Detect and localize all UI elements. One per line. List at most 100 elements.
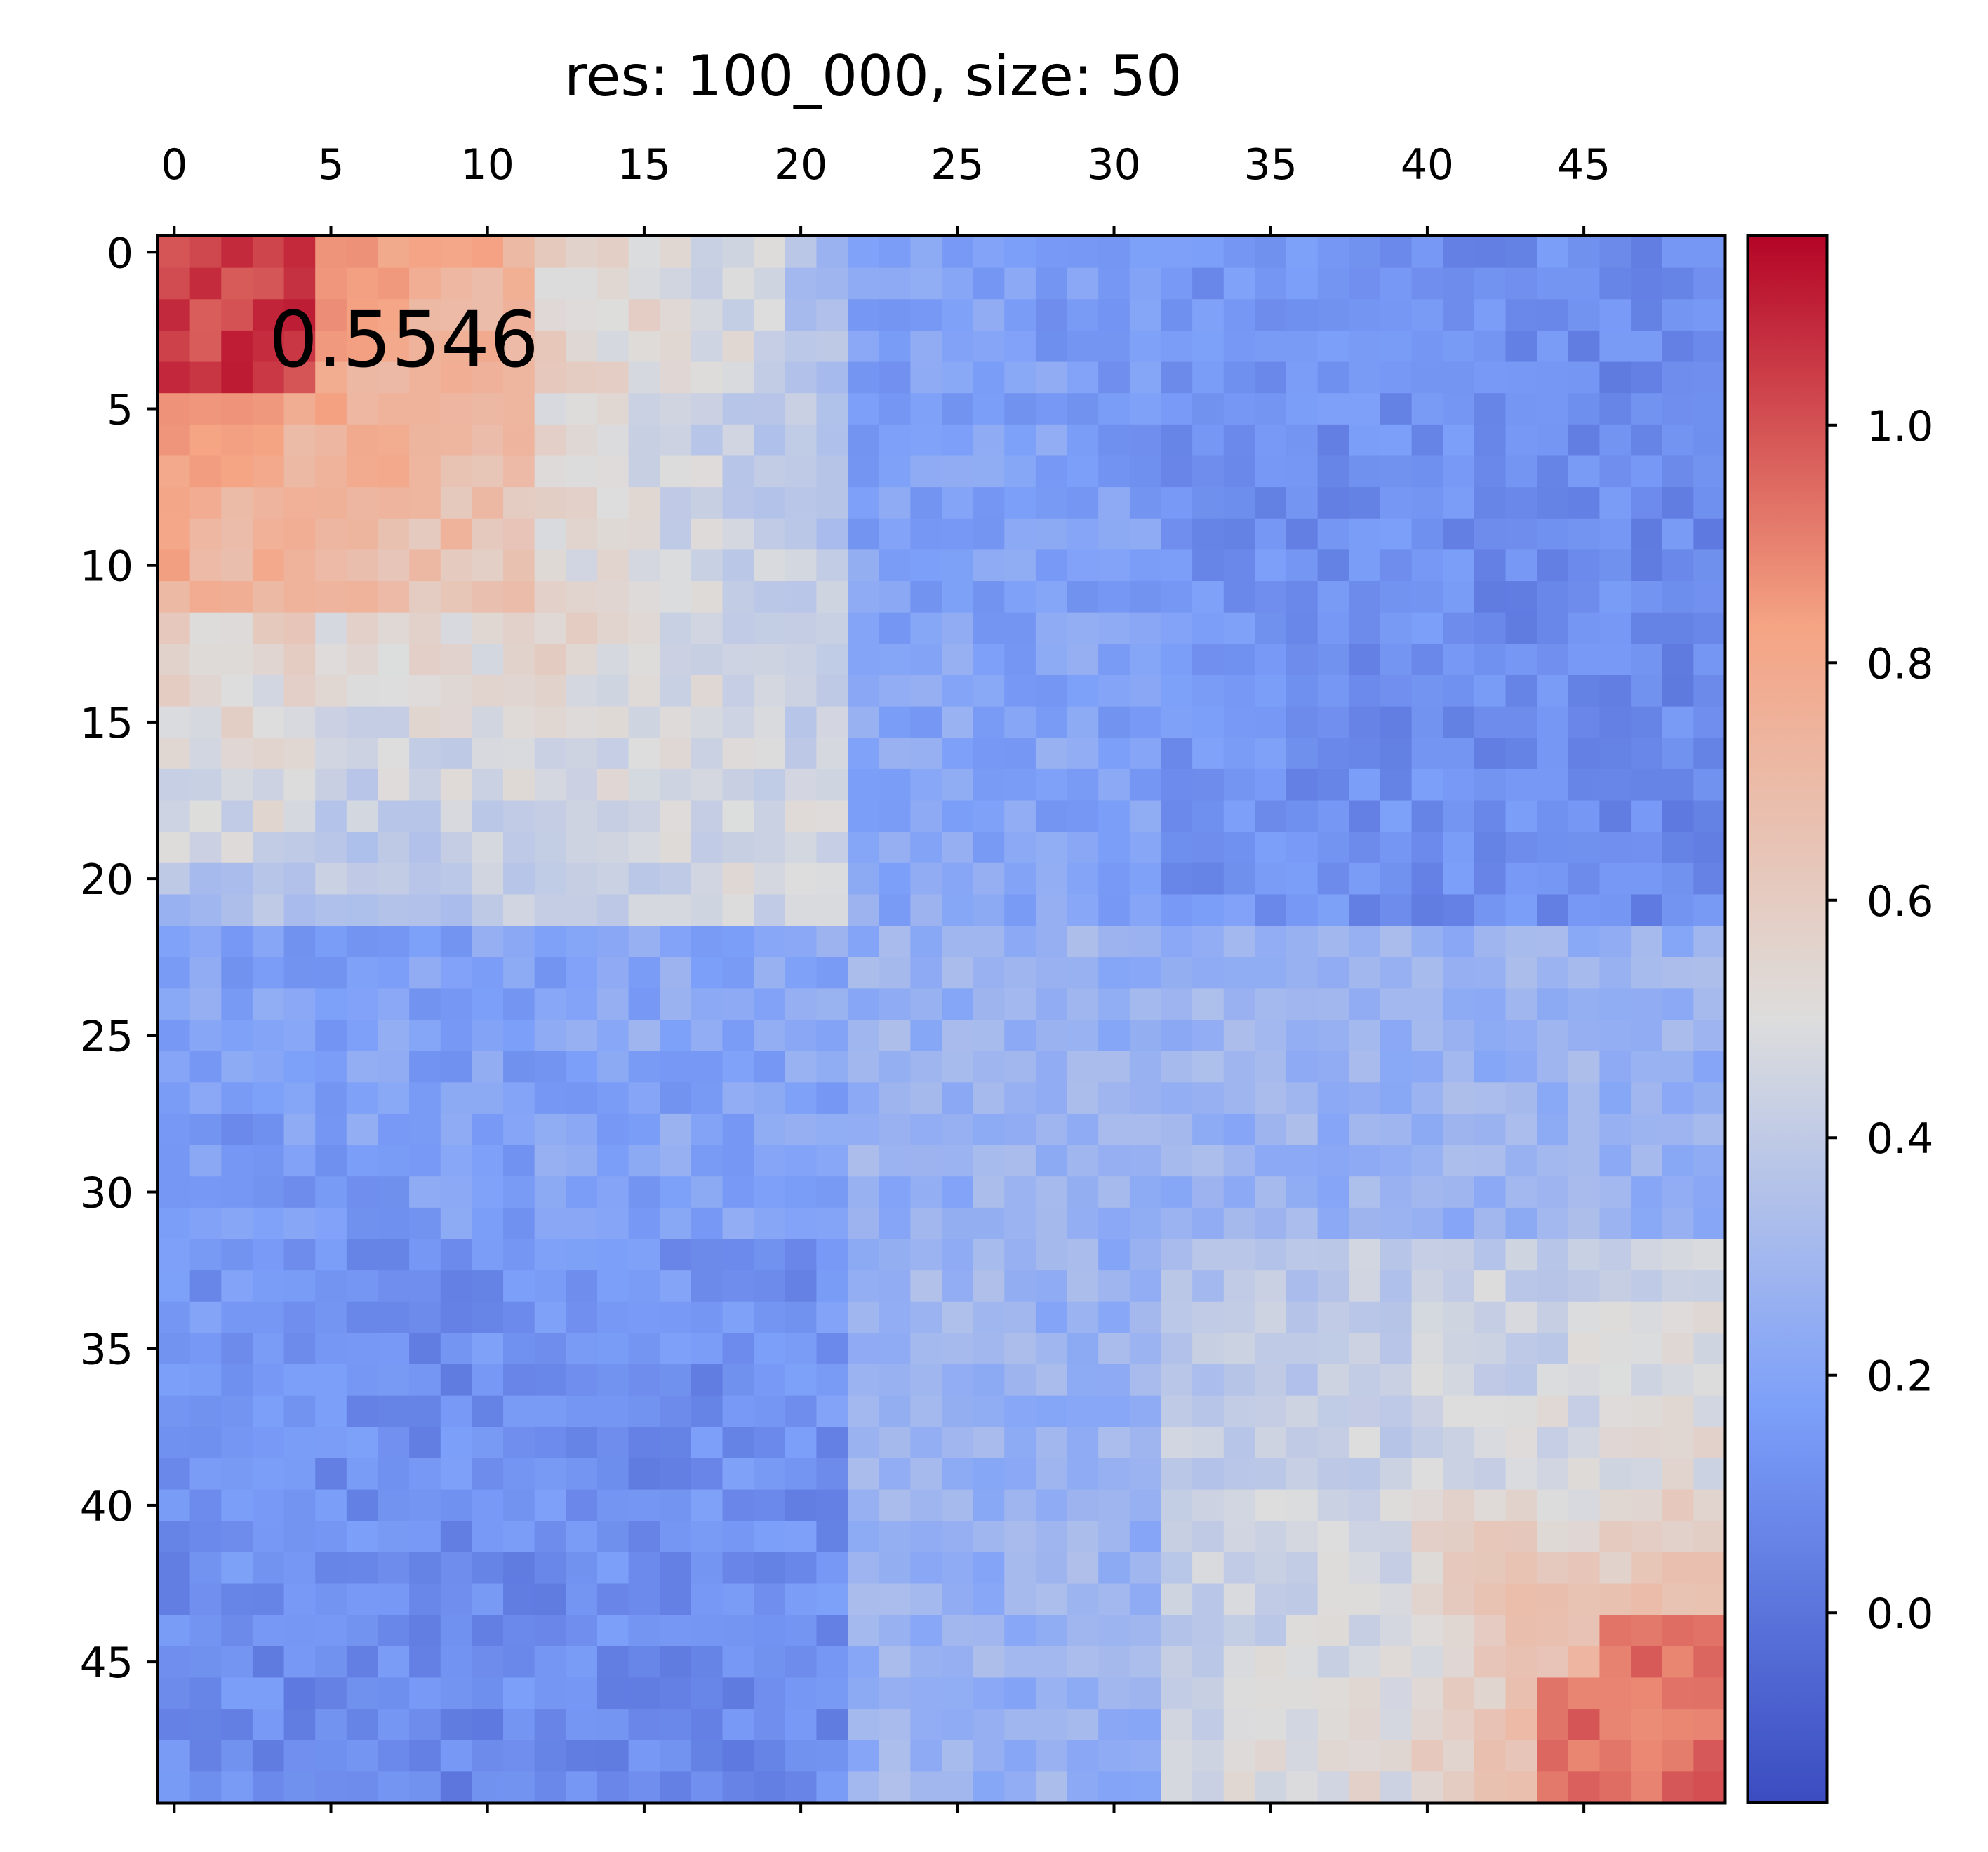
heatmap-cell (1129, 1521, 1162, 1553)
heatmap-cell (1537, 612, 1569, 644)
heatmap-cell (910, 706, 942, 738)
heatmap-cell (1411, 988, 1443, 1020)
heatmap-cell (1443, 393, 1475, 425)
heatmap-cell (596, 800, 629, 832)
heatmap-cell (1662, 1677, 1694, 1710)
heatmap-cell (1004, 1020, 1036, 1052)
heatmap-cell (472, 926, 504, 958)
heatmap-cell (1662, 706, 1694, 738)
heatmap-cell (1098, 957, 1130, 989)
heatmap-cell (189, 768, 222, 801)
heatmap-cell (1537, 455, 1569, 488)
heatmap-cell (346, 487, 379, 519)
heatmap-cell (315, 1740, 347, 1772)
heatmap-cell (660, 518, 692, 550)
heatmap-cell (1349, 1239, 1381, 1271)
heatmap-cell (879, 1239, 911, 1271)
heatmap-cell (1599, 1583, 1632, 1615)
heatmap-cell (315, 674, 347, 707)
heatmap-cell (1443, 1740, 1475, 1772)
heatmap-cell (1161, 299, 1193, 331)
heatmap-cell (189, 612, 222, 644)
heatmap-cell (816, 487, 848, 519)
heatmap-cell (1129, 957, 1162, 989)
heatmap-cell (1474, 1771, 1507, 1804)
heatmap-cell (378, 1207, 410, 1240)
heatmap-cell (221, 800, 253, 832)
heatmap-cell (1098, 1333, 1130, 1365)
heatmap-cell (879, 1458, 911, 1491)
heatmap-cell (973, 988, 1005, 1020)
heatmap-cell (722, 1207, 754, 1240)
heatmap-cell (1537, 518, 1569, 550)
heatmap-cell (785, 455, 818, 488)
heatmap-cell (879, 487, 911, 519)
heatmap-cell (1317, 800, 1349, 832)
heatmap-cell (1067, 1333, 1099, 1365)
heatmap-cell (691, 706, 723, 738)
heatmap-cell (1380, 1677, 1413, 1710)
heatmap-cell (1537, 957, 1569, 989)
heatmap-cell (691, 1427, 723, 1459)
heatmap-cell (221, 926, 253, 958)
heatmap-cell (503, 926, 535, 958)
heatmap-cell (221, 1051, 253, 1083)
heatmap-cell (942, 1677, 974, 1710)
heatmap-cell (472, 1082, 504, 1114)
heatmap-cell (378, 1239, 410, 1271)
heatmap-cell (1631, 1020, 1663, 1052)
heatmap-cell (1537, 674, 1569, 707)
heatmap-cell (1255, 237, 1287, 269)
heatmap-cell (1505, 1364, 1537, 1397)
heatmap-cell (1098, 424, 1130, 457)
heatmap-cell (722, 330, 754, 363)
heatmap-cell (189, 1521, 222, 1553)
heatmap-cell (973, 1176, 1005, 1208)
heatmap-cell (252, 299, 285, 331)
heatmap-cell (1161, 1427, 1193, 1459)
heatmap-cell (1505, 455, 1537, 488)
heatmap-cell (1161, 862, 1193, 895)
heatmap-cell (1255, 299, 1287, 331)
heatmap-cell (1192, 644, 1225, 676)
heatmap-cell (1004, 299, 1036, 331)
heatmap-cell (1662, 894, 1694, 926)
heatmap-cell (1443, 768, 1475, 801)
heatmap-cell (848, 1395, 880, 1427)
heatmap-cell (283, 1051, 316, 1083)
heatmap-cell (534, 738, 566, 770)
heatmap-cell (848, 1427, 880, 1459)
heatmap-cell (1161, 768, 1193, 801)
heatmap-cell (722, 1395, 754, 1427)
heatmap-cell (1474, 424, 1507, 457)
heatmap-cell (660, 455, 692, 488)
heatmap-cell (1161, 1051, 1193, 1083)
heatmap-cell (816, 612, 848, 644)
heatmap-cell (566, 299, 598, 331)
heatmap-cell (910, 1427, 942, 1459)
heatmap-cell (973, 706, 1005, 738)
heatmap-cell (346, 1207, 379, 1240)
heatmap-cell (1693, 1552, 1726, 1585)
heatmap-cell (1505, 862, 1537, 895)
heatmap-cell (660, 1521, 692, 1553)
heatmap-cell (942, 832, 974, 864)
heatmap-cell (252, 1239, 285, 1271)
heatmap-cell (315, 1615, 347, 1647)
heatmap-cell (1474, 1583, 1507, 1615)
heatmap-cell (378, 706, 410, 738)
heatmap-cell (1223, 800, 1255, 832)
heatmap-cell (848, 957, 880, 989)
heatmap-cell (1474, 1740, 1507, 1772)
heatmap-cell (1161, 706, 1193, 738)
heatmap-cell (1004, 1521, 1036, 1553)
heatmap-cell (1568, 674, 1601, 707)
heatmap-cell (1223, 1677, 1255, 1710)
heatmap-cell (1255, 1270, 1287, 1303)
heatmap-cell (1693, 518, 1726, 550)
heatmap-cell (691, 1395, 723, 1427)
heatmap-cell (848, 267, 880, 300)
heatmap-cell (785, 1145, 818, 1177)
heatmap-cell (1693, 800, 1726, 832)
heatmap-cell (283, 1615, 316, 1647)
